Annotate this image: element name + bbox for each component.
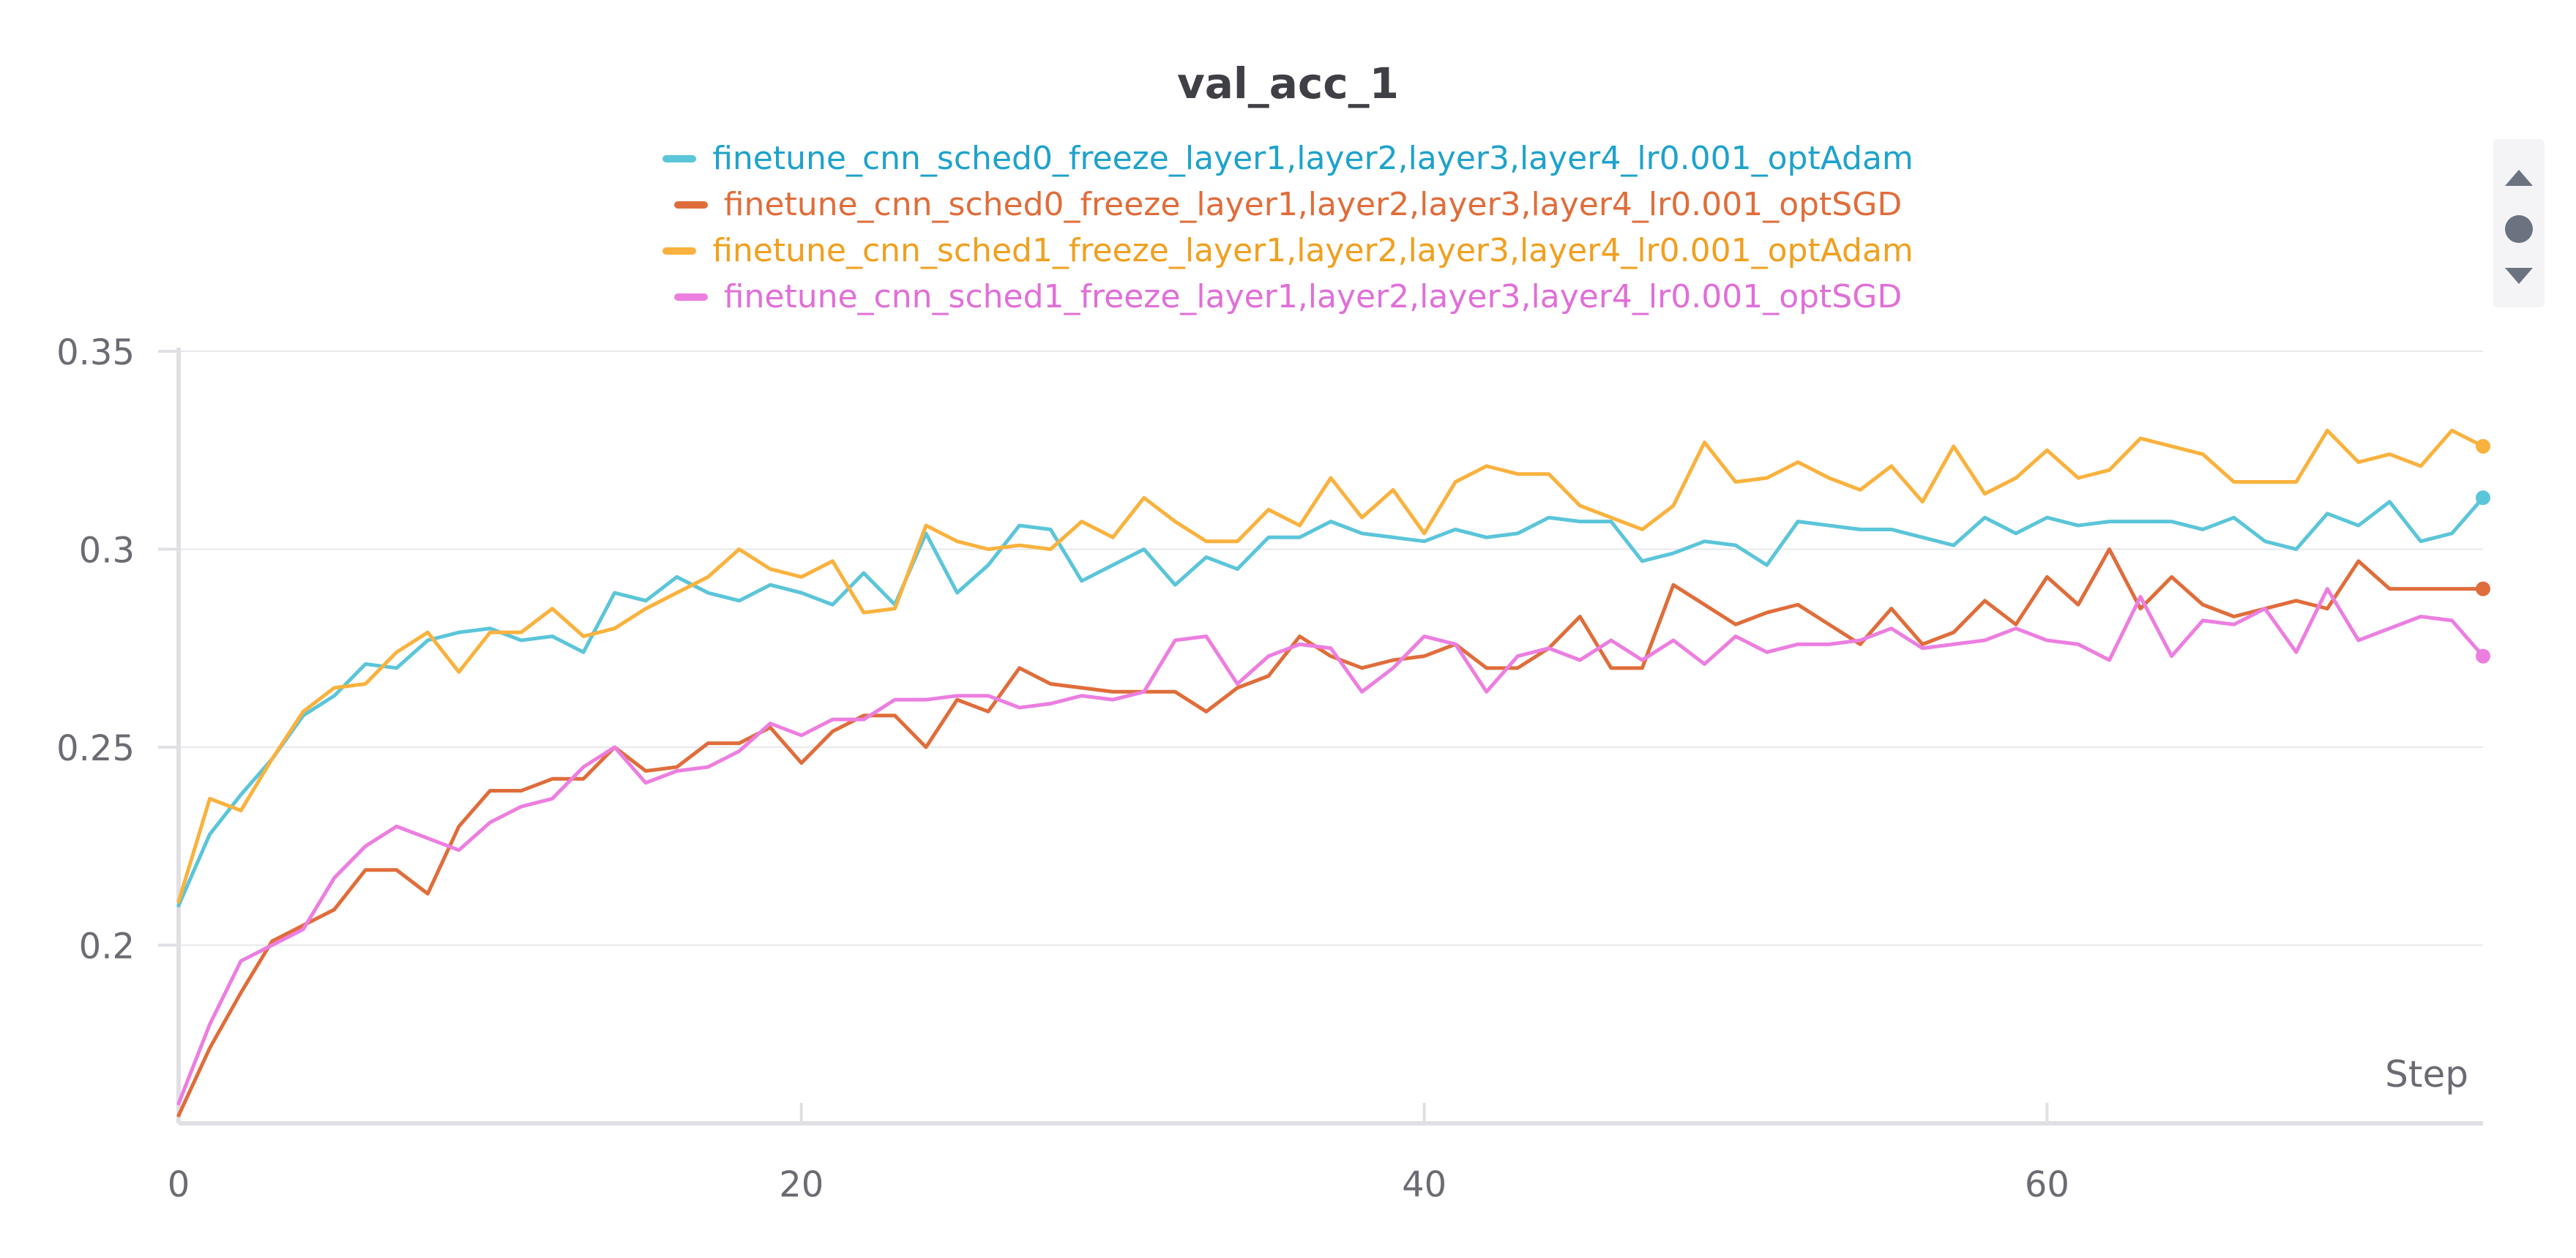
legend-swatch (673, 293, 708, 301)
triangle-down-icon[interactable] (2505, 268, 2533, 284)
y-tick-label: 0.2 (79, 926, 135, 967)
x-axis-label: Step (2385, 1053, 2468, 1096)
legend: finetune_cnn_sched0_freeze_layer1,layer2… (0, 135, 2576, 320)
legend-scroll-control (2493, 139, 2545, 307)
y-tick-label: 0.25 (56, 728, 135, 769)
x-tick-label: 0 (168, 1164, 190, 1205)
y-tick-label: 0.3 (79, 531, 135, 572)
series-line[interactable] (176, 428, 2485, 904)
legend-item[interactable]: finetune_cnn_sched1_freeze_layer1,layer2… (0, 228, 2576, 274)
legend-swatch (662, 247, 697, 255)
legend-item[interactable]: finetune_cnn_sched1_freeze_layer1,layer2… (0, 274, 2576, 320)
series-end-marker (2476, 648, 2490, 664)
series-end-marker (2476, 581, 2490, 596)
x-tick-label: 40 (1402, 1164, 1446, 1205)
series-line[interactable] (176, 495, 2485, 907)
series-end-marker (2476, 438, 2490, 454)
legend-label: finetune_cnn_sched1_freeze_layer1,layer2… (723, 278, 1903, 315)
legend-item[interactable]: finetune_cnn_sched0_freeze_layer1,layer2… (0, 181, 2576, 228)
triangle-up-icon[interactable] (2505, 170, 2533, 186)
legend-swatch (673, 201, 708, 209)
legend-item[interactable]: finetune_cnn_sched0_freeze_layer1,layer2… (0, 135, 2576, 181)
legend-label: finetune_cnn_sched0_freeze_layer1,layer2… (712, 140, 1914, 177)
x-tick-label: 20 (779, 1164, 824, 1205)
series-line[interactable] (176, 587, 2485, 1106)
y-tick-label: 0.35 (56, 332, 135, 373)
series-end-marker (2476, 490, 2490, 506)
x-tick-label: 60 (2025, 1164, 2069, 1205)
legend-label: finetune_cnn_sched1_freeze_layer1,layer2… (712, 232, 1914, 269)
legend-label: finetune_cnn_sched0_freeze_layer1,layer2… (723, 186, 1903, 223)
circle-icon[interactable] (2505, 215, 2533, 243)
chart-title: val_acc_1 (1176, 59, 1400, 108)
legend-swatch (662, 154, 697, 162)
series-line[interactable] (176, 547, 2485, 1117)
